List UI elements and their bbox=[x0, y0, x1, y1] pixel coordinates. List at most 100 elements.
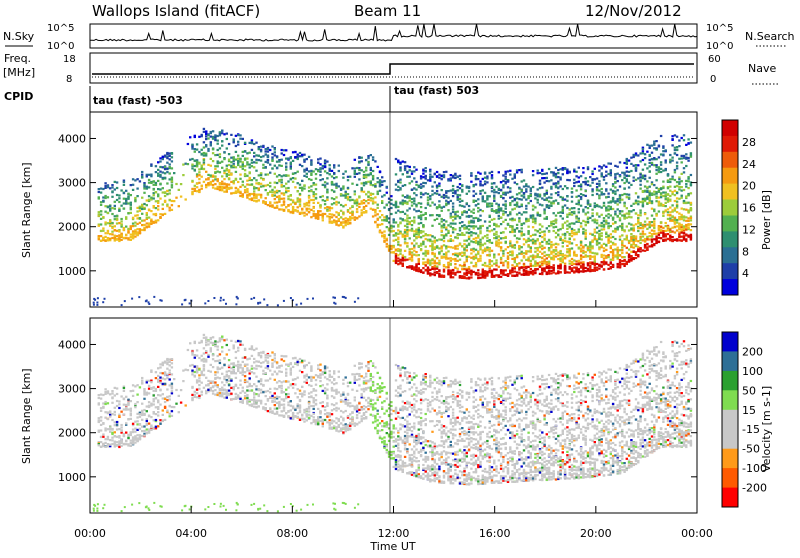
power-cell bbox=[573, 179, 575, 181]
power-cell bbox=[477, 269, 479, 271]
power-cell bbox=[676, 181, 678, 183]
power-cell bbox=[564, 266, 566, 268]
power-cell bbox=[443, 253, 445, 255]
power-cell bbox=[537, 238, 539, 240]
power-cell bbox=[260, 174, 262, 176]
power-cell bbox=[395, 239, 397, 241]
power-cell bbox=[411, 220, 413, 222]
power-cell bbox=[226, 191, 228, 193]
power-cell bbox=[402, 254, 404, 256]
power-cell bbox=[537, 230, 539, 232]
power-cell bbox=[294, 178, 296, 180]
power-cell bbox=[527, 274, 529, 276]
power-cell bbox=[493, 210, 495, 212]
power-cell bbox=[436, 246, 438, 248]
power-cell bbox=[523, 269, 525, 271]
power-cell bbox=[335, 196, 337, 198]
power-cell bbox=[626, 161, 628, 163]
power-cell bbox=[221, 167, 223, 169]
power-cell bbox=[230, 134, 232, 136]
station-title: Wallops Island (fitACF) bbox=[92, 2, 260, 20]
power-cell bbox=[427, 262, 429, 264]
noise-tick-right-top: 10^5 bbox=[706, 23, 733, 34]
power-cell bbox=[459, 204, 461, 206]
power-cell bbox=[258, 194, 260, 196]
power-cell bbox=[324, 161, 326, 163]
power-cell bbox=[489, 239, 491, 241]
power-cell bbox=[452, 269, 454, 271]
power-cell bbox=[546, 254, 548, 256]
power-cell bbox=[269, 191, 271, 193]
power-cell bbox=[518, 238, 520, 240]
power-cell bbox=[322, 178, 324, 180]
power-cell bbox=[626, 207, 628, 209]
power-cell bbox=[505, 227, 507, 229]
power-cell bbox=[553, 183, 555, 185]
power-cell bbox=[537, 214, 539, 216]
power-cell bbox=[541, 245, 543, 247]
power-cell bbox=[212, 148, 214, 150]
power-cell bbox=[191, 146, 193, 148]
power-cell bbox=[420, 269, 422, 271]
power-cell bbox=[372, 159, 374, 161]
power-cell bbox=[482, 178, 484, 180]
power-cell bbox=[404, 184, 406, 186]
power-cell bbox=[475, 262, 477, 264]
power-cell bbox=[534, 240, 536, 242]
power-cell bbox=[212, 137, 214, 139]
power-cell bbox=[201, 134, 203, 136]
power-cell bbox=[491, 275, 493, 277]
power-cell bbox=[621, 179, 623, 181]
power-cell bbox=[427, 193, 429, 195]
power-cell bbox=[671, 204, 673, 206]
power-cell bbox=[676, 225, 678, 227]
power-cell bbox=[484, 181, 486, 183]
power-cell bbox=[317, 217, 319, 219]
power-cell bbox=[678, 178, 680, 180]
power-cell bbox=[674, 210, 676, 212]
power-cell bbox=[598, 237, 600, 239]
power-cell bbox=[655, 238, 657, 240]
power-cell bbox=[521, 267, 523, 269]
power-cell bbox=[470, 272, 472, 274]
power-cell bbox=[457, 255, 459, 257]
nsky-label: N.Sky bbox=[3, 30, 35, 43]
power-cell bbox=[610, 189, 612, 191]
power-cell bbox=[541, 187, 543, 189]
power-cell bbox=[626, 158, 628, 160]
power-cell bbox=[358, 169, 360, 171]
power-cell bbox=[420, 231, 422, 233]
power-cell bbox=[541, 264, 543, 266]
power-cell bbox=[509, 191, 511, 193]
power-cell bbox=[239, 174, 241, 176]
power-cell bbox=[617, 166, 619, 168]
power-cell bbox=[217, 162, 219, 164]
power-cell bbox=[358, 172, 360, 174]
power-cell bbox=[447, 266, 449, 268]
power-cell bbox=[667, 233, 669, 235]
power-cell bbox=[669, 207, 671, 209]
power-cell bbox=[356, 208, 358, 210]
power-cell bbox=[450, 226, 452, 228]
power-cell bbox=[521, 223, 523, 225]
power-cell bbox=[516, 256, 518, 258]
power-cell bbox=[596, 222, 598, 224]
power-cell bbox=[585, 190, 587, 192]
power-cell bbox=[434, 173, 436, 175]
power-cell bbox=[214, 168, 216, 170]
power-cell bbox=[589, 217, 591, 219]
power-cell bbox=[555, 236, 557, 238]
power-cell bbox=[582, 171, 584, 173]
power-cell bbox=[482, 200, 484, 202]
power-cell bbox=[651, 229, 653, 231]
power-cell bbox=[198, 189, 200, 191]
power-cell bbox=[429, 260, 431, 262]
power-cell bbox=[468, 190, 470, 192]
power-cell bbox=[546, 227, 548, 229]
power-cell bbox=[566, 231, 568, 233]
power-cell bbox=[114, 225, 116, 227]
power-cell bbox=[109, 210, 111, 212]
power-cell bbox=[367, 191, 369, 193]
power-cell bbox=[201, 165, 203, 167]
power-cell bbox=[649, 194, 651, 196]
